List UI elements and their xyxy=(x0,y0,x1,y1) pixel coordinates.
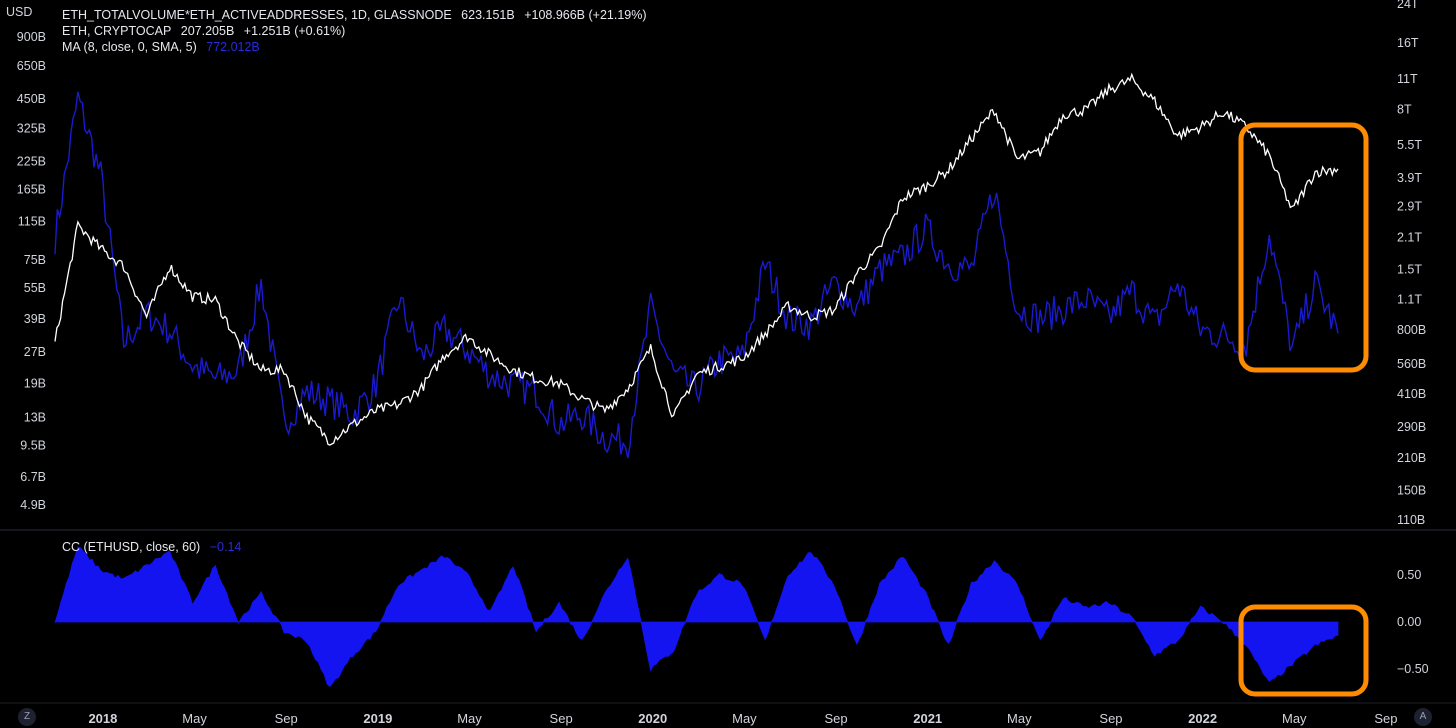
right-axis-tick: 8T xyxy=(1397,102,1412,116)
legend-value-1: 623.151B xyxy=(461,8,515,22)
left-axis-tick: 225B xyxy=(17,154,46,168)
right-axis-tick: 410B xyxy=(1397,387,1426,401)
right-axis-tick: 24T xyxy=(1397,0,1419,11)
left-axis-tick: 325B xyxy=(17,121,46,135)
time-axis-tick: May xyxy=(1007,711,1032,726)
time-axis-tick: May xyxy=(182,711,207,726)
time-axis-tick: May xyxy=(457,711,482,726)
left-axis-tick: 450B xyxy=(17,92,46,106)
time-axis-tick: Sep xyxy=(824,711,847,726)
left-axis-tick: 19B xyxy=(24,376,46,390)
right-axis-tick: 210B xyxy=(1397,451,1426,465)
legend-row-2[interactable]: ETH, CRYPTOCAP 207.205B +1.251B (+0.61%) xyxy=(62,24,351,38)
left-axis-tick: 55B xyxy=(24,281,46,295)
left-axis-tick: 6.7B xyxy=(20,470,46,484)
left-axis-tick: 115B xyxy=(18,215,46,229)
left-axis-tick: 4.9B xyxy=(20,498,46,512)
left-axis-tick: 9.5B xyxy=(20,439,46,453)
indicator-axis-tick: −0.50 xyxy=(1397,662,1429,676)
indicator-axis-tick: 0.50 xyxy=(1397,568,1421,582)
left-axis-tick: 650B xyxy=(17,59,46,73)
eth-series-line[interactable] xyxy=(54,72,1339,446)
left-axis-tick: 27B xyxy=(24,345,46,359)
time-axis-tick: 2018 xyxy=(88,711,117,726)
legend-name-2: ETH, CRYPTOCAP xyxy=(62,24,172,38)
right-axis-tick: 16T xyxy=(1397,36,1419,50)
time-axis-tick: Sep xyxy=(1099,711,1122,726)
right-axis-tick: 560B xyxy=(1397,357,1426,371)
right-axis-tick: 1.1T xyxy=(1397,292,1422,306)
legend-value-3: 772.012B xyxy=(206,40,260,54)
timezone-button[interactable]: Z xyxy=(18,708,36,726)
right-axis-tick: 290B xyxy=(1397,420,1426,434)
indicator-name: CC (ETHUSD, close, 60) xyxy=(62,540,201,554)
legend-change-2: +1.251B (+0.61%) xyxy=(243,24,346,38)
right-axis-tick: 11T xyxy=(1397,72,1418,86)
time-axis-tick: Sep xyxy=(1374,711,1397,726)
indicator-legend[interactable]: CC (ETHUSD, close, 60) −0.14 xyxy=(62,540,247,554)
indicator-axis-tick: 0.00 xyxy=(1397,615,1421,629)
right-axis-tick: 3.9T xyxy=(1397,171,1422,185)
left-axis-tick: 39B xyxy=(24,312,46,326)
time-axis-tick: May xyxy=(732,711,757,726)
time-axis-tick: 2022 xyxy=(1188,711,1217,726)
legend-name-3: MA (8, close, 0, SMA, 5) xyxy=(62,40,197,54)
indicator-pane[interactable] xyxy=(54,546,1339,688)
legend-change-1: +108.966B (+21.19%) xyxy=(524,8,647,22)
auto-scale-button[interactable]: A xyxy=(1414,708,1432,726)
right-axis-tick: 110B xyxy=(1397,513,1425,527)
indicator-axis[interactable]: 0.50 0.00 −0.50 xyxy=(1397,568,1429,676)
legend-value-2: 207.205B xyxy=(180,24,235,38)
left-axis-tick: 165B xyxy=(17,182,46,196)
highlight-box-main[interactable] xyxy=(1238,122,1369,373)
currency-label: USD xyxy=(6,5,32,19)
right-axis-tick: 800B xyxy=(1397,323,1426,337)
legend-name-1: ETH_TOTALVOLUME*ETH_ACTIVEADDRESSES, 1D,… xyxy=(62,8,452,22)
time-axis-tick: Sep xyxy=(550,711,573,726)
left-axis-tick: 75B xyxy=(24,253,46,267)
time-axis-tick: 2020 xyxy=(638,711,667,726)
ma-series-line[interactable] xyxy=(54,91,1339,459)
right-axis-tick: 2.9T xyxy=(1397,199,1422,213)
time-axis-tick: 2021 xyxy=(913,711,942,726)
cc-area-series[interactable] xyxy=(54,546,1339,688)
time-axis-tick: 2019 xyxy=(363,711,392,726)
time-axis-tick: Sep xyxy=(275,711,298,726)
time-axis[interactable]: 2018 May Sep 2019 May Sep 2020 May Sep 2021 May Sep… xyxy=(88,711,1397,726)
right-axis-tick: 2.1T xyxy=(1397,230,1422,244)
indicator-value: −0.14 xyxy=(209,540,242,554)
right-axis-tick: 5.5T xyxy=(1397,138,1422,152)
legend-row-1[interactable]: ETH_TOTALVOLUME*ETH_ACTIVEADDRESSES, 1D,… xyxy=(62,8,653,22)
highlight-box-indicator[interactable] xyxy=(1238,604,1369,697)
left-axis-tick: 900B xyxy=(17,30,46,44)
time-axis-tick: May xyxy=(1282,711,1307,726)
left-price-axis[interactable]: 900B 650B 450B 325B 225B 165B 115B 75B 55B 39B 27B… xyxy=(17,30,46,512)
main-pane[interactable] xyxy=(54,72,1339,459)
left-axis-tick: 13B xyxy=(24,410,46,424)
right-axis-tick: 1.5T xyxy=(1397,263,1422,277)
right-price-axis[interactable]: 24T 16T 11T 8T 5.5T 3.9T 2.9T 2.1T 1.5T 1.1T 800B 5… xyxy=(1397,0,1426,527)
legend-row-3[interactable]: MA (8, close, 0, SMA, 5) 772.012B xyxy=(62,40,266,54)
right-axis-tick: 150B xyxy=(1397,483,1426,497)
